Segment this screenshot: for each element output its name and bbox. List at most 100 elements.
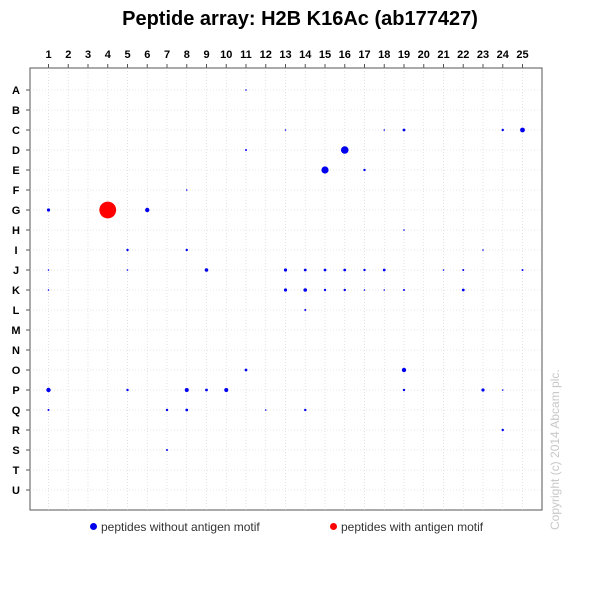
row-label: S	[12, 445, 19, 457]
data-point-without-motif	[340, 146, 349, 154]
column-label: 16	[339, 49, 351, 61]
data-point-without-motif	[126, 248, 129, 252]
data-point-without-motif	[521, 269, 524, 271]
data-point-without-motif	[403, 289, 405, 291]
data-point-without-motif	[145, 207, 150, 213]
row-label: D	[12, 145, 20, 157]
data-point-without-motif	[403, 229, 405, 231]
row-label: B	[12, 105, 20, 117]
data-point-without-motif	[343, 288, 346, 292]
column-label: 7	[164, 49, 170, 61]
data-point-without-motif	[283, 288, 288, 292]
data-point-without-motif	[363, 289, 366, 291]
data-point-without-motif	[482, 249, 484, 251]
data-point-without-motif	[321, 166, 329, 174]
data-point-without-motif	[244, 368, 248, 372]
row-label: A	[12, 85, 20, 97]
column-label: 25	[516, 49, 528, 61]
data-point-without-motif	[245, 149, 247, 151]
data-point-without-motif	[304, 309, 307, 311]
data-point-without-motif	[47, 409, 50, 411]
column-label: 19	[398, 49, 410, 61]
data-point-without-motif	[401, 367, 407, 373]
data-point-with-motif	[99, 201, 117, 219]
column-label: 20	[418, 49, 430, 61]
column-label: 3	[85, 49, 91, 61]
legend-label-with-motif: peptides with antigen motif	[341, 520, 484, 534]
column-label: 4	[105, 49, 112, 61]
data-point-without-motif	[363, 268, 366, 272]
data-point-without-motif	[402, 388, 406, 392]
row-label: K	[12, 285, 20, 297]
column-label: 22	[457, 49, 469, 61]
data-point-without-motif	[442, 269, 445, 271]
column-label: 12	[260, 49, 272, 61]
data-point-without-motif	[402, 128, 406, 132]
copyright-watermark: Copyright (c) 2014 Abcam plc.	[548, 369, 562, 530]
row-label: U	[12, 485, 20, 497]
column-label: 14	[299, 49, 312, 61]
data-point-without-motif	[264, 409, 267, 411]
column-label: 18	[378, 49, 390, 61]
column-label: 23	[477, 49, 489, 61]
column-label: 2	[65, 49, 71, 61]
row-label: J	[13, 265, 19, 277]
data-point-without-motif	[204, 268, 209, 272]
data-point-without-motif	[126, 388, 129, 392]
data-point-without-motif	[343, 268, 347, 272]
column-label: 11	[240, 49, 252, 61]
data-point-without-motif	[303, 288, 308, 292]
row-label: L	[13, 305, 20, 317]
row-label: I	[14, 245, 17, 257]
data-point-without-motif	[283, 268, 288, 272]
column-label: 17	[358, 49, 370, 61]
column-label: 5	[124, 49, 130, 61]
row-label: M	[11, 325, 20, 337]
legend-label-without-motif: peptides without antigen motif	[101, 520, 260, 534]
data-point-without-motif	[501, 128, 504, 132]
column-label: 9	[203, 49, 209, 61]
data-point-without-motif	[224, 388, 229, 392]
data-point-without-motif	[323, 268, 327, 272]
data-point-without-motif	[304, 408, 307, 412]
column-label: 6	[144, 49, 150, 61]
row-label: G	[12, 205, 21, 217]
column-label: 10	[220, 49, 232, 61]
row-label: F	[13, 185, 20, 197]
data-point-without-motif	[501, 428, 504, 432]
data-point-without-motif	[185, 248, 188, 252]
legend-marker-red	[330, 523, 337, 531]
data-point-without-motif	[461, 288, 465, 292]
column-label: 21	[437, 49, 449, 61]
row-label: C	[12, 125, 20, 137]
data-point-without-motif	[165, 408, 169, 412]
row-label: E	[12, 165, 19, 177]
data-point-without-motif	[520, 127, 525, 133]
data-point-without-motif	[184, 388, 189, 392]
row-label: R	[12, 425, 20, 437]
data-point-without-motif	[284, 129, 287, 131]
row-label: O	[12, 365, 21, 377]
row-label: H	[12, 225, 20, 237]
column-label: 8	[184, 49, 190, 61]
data-point-without-motif	[126, 269, 129, 271]
data-point-without-motif	[166, 449, 168, 451]
data-point-without-motif	[382, 268, 386, 272]
column-label: 13	[279, 49, 291, 61]
column-label: 24	[497, 49, 510, 61]
data-point-without-motif	[323, 288, 327, 292]
data-point-without-motif	[383, 129, 386, 131]
data-point-without-motif	[47, 289, 50, 291]
column-label: 1	[45, 49, 51, 61]
row-label: T	[13, 465, 20, 477]
legend-item-with-motif: peptides with antigen motif	[330, 520, 483, 534]
data-point-without-motif	[245, 89, 247, 91]
data-point-without-motif	[383, 289, 386, 291]
data-point-without-motif	[205, 388, 208, 392]
legend-marker-blue	[90, 523, 97, 531]
data-point-without-motif	[501, 389, 504, 391]
data-point-without-motif	[46, 387, 51, 393]
data-point-without-motif	[363, 168, 366, 172]
data-point-without-motif	[46, 208, 51, 212]
